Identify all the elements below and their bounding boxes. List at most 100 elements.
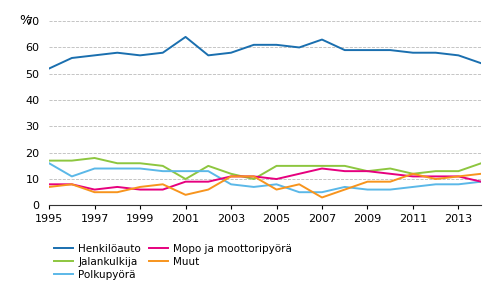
Jalankulkija — [137, 162, 143, 165]
Polkupyörä — [205, 169, 211, 173]
Muut — [92, 190, 98, 194]
Jalankulkija — [296, 164, 302, 168]
Henkilöauto — [273, 43, 279, 47]
Henkilöauto — [251, 43, 257, 47]
Henkilöauto — [387, 48, 393, 52]
Henkilöauto — [160, 51, 166, 55]
Henkilöauto — [92, 53, 98, 57]
Muut — [433, 177, 438, 181]
Muut — [137, 185, 143, 189]
Jalankulkija — [46, 159, 52, 162]
Henkilöauto — [46, 67, 52, 70]
Henkilöauto — [114, 51, 120, 55]
Muut — [478, 172, 484, 175]
Mopo ja moottoripyörä — [228, 175, 234, 178]
Jalankulkija — [433, 169, 438, 173]
Muut — [319, 196, 325, 199]
Jalankulkija — [410, 172, 416, 175]
Muut — [410, 172, 416, 175]
Mopo ja moottoripyörä — [478, 180, 484, 184]
Muut — [296, 182, 302, 186]
Muut — [183, 193, 189, 197]
Polkupyörä — [364, 188, 370, 191]
Polkupyörä — [251, 185, 257, 189]
Jalankulkija — [319, 164, 325, 168]
Jalankulkija — [251, 177, 257, 181]
Muut — [364, 180, 370, 184]
Mopo ja moottoripyörä — [160, 188, 166, 191]
Mopo ja moottoripyörä — [387, 172, 393, 175]
Jalankulkija — [228, 172, 234, 175]
Muut — [456, 175, 462, 178]
Henkilöauto — [228, 51, 234, 55]
Jalankulkija — [92, 156, 98, 160]
Line: Muut: Muut — [49, 174, 481, 198]
Polkupyörä — [46, 162, 52, 165]
Line: Mopo ja moottoripyörä: Mopo ja moottoripyörä — [49, 169, 481, 190]
Line: Jalankulkija: Jalankulkija — [49, 158, 481, 179]
Henkilöauto — [137, 53, 143, 57]
Mopo ja moottoripyörä — [92, 188, 98, 191]
Jalankulkija — [364, 169, 370, 173]
Mopo ja moottoripyörä — [433, 175, 438, 178]
Henkilöauto — [433, 51, 438, 55]
Jalankulkija — [456, 169, 462, 173]
Muut — [228, 175, 234, 178]
Mopo ja moottoripyörä — [342, 169, 348, 173]
Muut — [46, 185, 52, 189]
Mopo ja moottoripyörä — [46, 182, 52, 186]
Jalankulkija — [273, 164, 279, 168]
Henkilöauto — [410, 51, 416, 55]
Jalankulkija — [205, 164, 211, 168]
Mopo ja moottoripyörä — [183, 180, 189, 184]
Jalankulkija — [478, 162, 484, 165]
Polkupyörä — [319, 190, 325, 194]
Muut — [205, 188, 211, 191]
Muut — [251, 175, 257, 178]
Muut — [69, 182, 75, 186]
Polkupyörä — [296, 190, 302, 194]
Muut — [273, 188, 279, 191]
Line: Henkilöauto: Henkilöauto — [49, 37, 481, 69]
Muut — [160, 182, 166, 186]
Muut — [114, 190, 120, 194]
Henkilöauto — [319, 38, 325, 41]
Mopo ja moottoripyörä — [137, 188, 143, 191]
Text: %: % — [19, 14, 31, 27]
Henkilöauto — [183, 35, 189, 39]
Mopo ja moottoripyörä — [296, 172, 302, 175]
Polkupyörä — [273, 182, 279, 186]
Polkupyörä — [433, 182, 438, 186]
Henkilöauto — [296, 46, 302, 49]
Mopo ja moottoripyörä — [251, 175, 257, 178]
Polkupyörä — [228, 182, 234, 186]
Henkilöauto — [69, 56, 75, 60]
Jalankulkija — [160, 164, 166, 168]
Henkilöauto — [205, 53, 211, 57]
Henkilöauto — [364, 48, 370, 52]
Henkilöauto — [342, 48, 348, 52]
Polkupyörä — [114, 167, 120, 170]
Polkupyörä — [387, 188, 393, 191]
Jalankulkija — [342, 164, 348, 168]
Jalankulkija — [69, 159, 75, 162]
Jalankulkija — [183, 177, 189, 181]
Mopo ja moottoripyörä — [364, 169, 370, 173]
Mopo ja moottoripyörä — [273, 177, 279, 181]
Henkilöauto — [456, 53, 462, 57]
Legend: Henkilöauto, Jalankulkija, Polkupyörä, Mopo ja moottoripyörä, Muut: Henkilöauto, Jalankulkija, Polkupyörä, M… — [55, 244, 292, 280]
Polkupyörä — [160, 169, 166, 173]
Mopo ja moottoripyörä — [205, 180, 211, 184]
Polkupyörä — [69, 175, 75, 178]
Mopo ja moottoripyörä — [410, 175, 416, 178]
Polkupyörä — [137, 167, 143, 170]
Henkilöauto — [478, 61, 484, 65]
Polkupyörä — [92, 167, 98, 170]
Polkupyörä — [183, 169, 189, 173]
Muut — [342, 188, 348, 191]
Polkupyörä — [410, 185, 416, 189]
Mopo ja moottoripyörä — [456, 175, 462, 178]
Mopo ja moottoripyörä — [319, 167, 325, 170]
Muut — [387, 180, 393, 184]
Polkupyörä — [342, 185, 348, 189]
